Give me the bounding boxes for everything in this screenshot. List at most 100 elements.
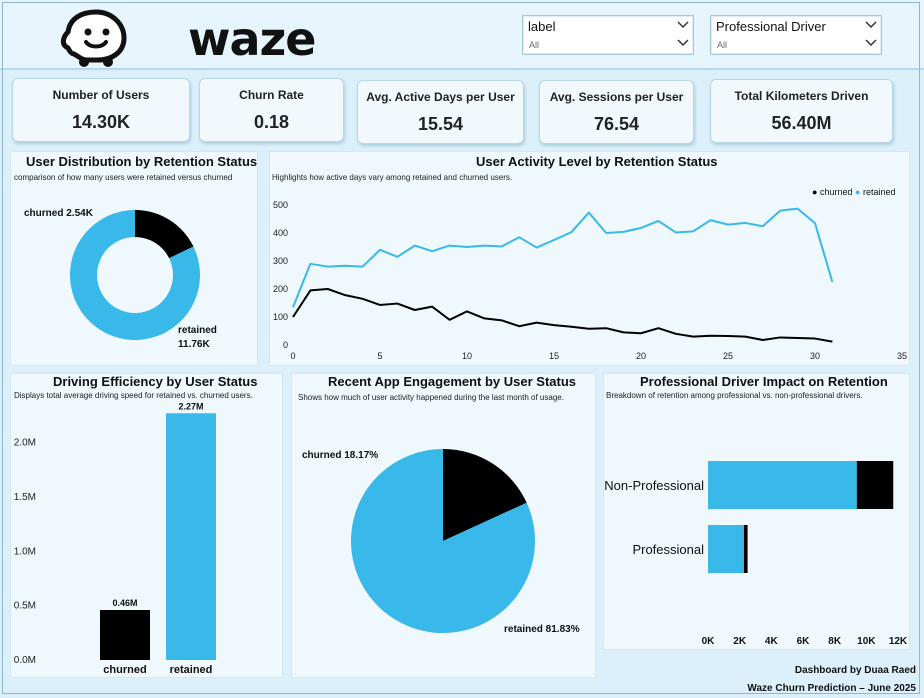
user-activity-panel (269, 151, 910, 366)
professional-driver-slicer[interactable]: Professional Driver All (710, 15, 882, 55)
label-slicer[interactable]: label All (522, 15, 694, 55)
y-tick-label: 1.0M (14, 546, 36, 557)
kpi-value: 56.40M (771, 113, 832, 133)
x-tick-label: 30 (810, 351, 820, 361)
kpi-title: Avg. Sessions per User (549, 90, 684, 104)
professional-slicer-label: Professional Driver (716, 19, 826, 34)
donut-label-churned: churned 2.54K (24, 208, 93, 219)
hbar-segment-retained (708, 525, 744, 573)
y-tick-label: 0.0M (14, 655, 36, 666)
professional-bar-chart: Non-Professional Professional 0K 2K 4K 6K 8K 10… (604, 461, 908, 647)
professional-subtitle: Breakdown of retention among professiona… (606, 391, 863, 400)
x-tick-label: 10K (857, 636, 876, 647)
x-tick-label: 35 (897, 351, 907, 361)
y-tick-label: 300 (273, 256, 288, 266)
x-tick-label: 12K (889, 636, 908, 647)
activity-legend: ● churned ● retained (812, 187, 895, 197)
y-tick-label: 100 (273, 312, 288, 322)
activity-subtitle: Highlights how active days vary among re… (272, 173, 513, 182)
series-line-retained (292, 207, 834, 308)
kpi-title: Number of Users (52, 88, 150, 102)
footer-author: Dashboard by Duaa Raed (794, 665, 916, 676)
y-category-label: Professional (632, 542, 704, 557)
kpi-card-total-km: Total Kilometers Driven 56.40M (710, 79, 893, 143)
kpi-value: 76.54 (593, 114, 640, 134)
donut-slice-retained (70, 210, 201, 340)
legend-dot-churned: ● (812, 187, 818, 197)
chevron-down-icon[interactable] (865, 20, 877, 30)
professional-title: Professional Driver Impact on Retention (640, 374, 888, 389)
header-divider (0, 68, 924, 70)
y-category-label: Non-Professional (604, 478, 704, 493)
y-tick-label: 400 (273, 228, 288, 238)
y-tick-label: 0 (283, 340, 288, 350)
y-tick-label: 2.0M (14, 438, 36, 449)
x-tick-label: 25 (723, 351, 733, 361)
waze-logo: waze (60, 8, 317, 68)
engagement-pie-chart (351, 449, 535, 633)
kpi-card-number-of-users: Number of Users 14.30K (12, 78, 190, 142)
series-line-churned (292, 288, 833, 343)
chevron-down-icon[interactable] (865, 38, 877, 48)
x-category-label: churned (103, 664, 146, 676)
donut-slice-churned (135, 210, 194, 259)
label-slicer-label: label (528, 19, 556, 34)
kpi-title: Total Kilometers Driven (734, 89, 869, 103)
pie-label-churned: churned 18.17% (302, 450, 379, 461)
x-tick-label: 4K (765, 636, 779, 647)
legend-label-retained: retained (862, 187, 896, 197)
x-tick-label: 8K (828, 636, 842, 647)
x-tick-label: 0 (290, 351, 295, 361)
distribution-subtitle: comparison of how many users were retain… (14, 173, 233, 182)
hbar-segment-churned (743, 525, 748, 573)
activity-title: User Activity Level by Retention Status (476, 154, 718, 169)
distribution-title: User Distribution by Retention Status (26, 154, 258, 169)
x-tick-label: 15 (549, 351, 559, 361)
y-tick-label: 500 (273, 200, 288, 210)
x-category-label: retained (170, 664, 213, 676)
waze-face-icon (60, 9, 127, 67)
kpi-card-avg-sessions: Avg. Sessions per User 76.54 (539, 80, 694, 144)
x-tick-label: 6K (797, 636, 811, 647)
efficiency-title: Driving Efficiency by User Status (53, 374, 258, 389)
pie-label-retained: retained 81.83% (504, 624, 580, 635)
kpi-card-churn-rate: Churn Rate 0.18 (199, 78, 344, 142)
y-tick-label: 0.5M (14, 601, 36, 612)
legend-label-churned: churned (819, 187, 853, 197)
kpi-value: 14.30K (71, 112, 131, 132)
x-tick-label: 20 (636, 351, 646, 361)
pie-slice-retained (351, 449, 535, 633)
bar-churned (100, 610, 150, 660)
professional-slicer-value: All (717, 40, 728, 50)
engagement-title: Recent App Engagement by User Status (328, 374, 577, 389)
efficiency-bar-chart: 0.0M 0.5M 1.0M 1.5M 2.0M 0.46M churned 2.27M ret… (14, 401, 216, 676)
professional-impact-panel (603, 373, 910, 650)
legend-dot-retained: ● (855, 187, 861, 197)
x-tick-label: 5 (377, 351, 382, 361)
chevron-down-icon[interactable] (677, 38, 689, 48)
kpi-value: 0.18 (253, 112, 290, 132)
hbar-segment-churned (856, 461, 894, 509)
bar-data-label: 0.46M (112, 598, 137, 608)
hbar-segment-retained (708, 461, 857, 509)
activity-line-chart: 0 100 200 300 400 500 0 5 10 15 20 25 30 35 (273, 200, 907, 361)
kpi-title: Churn Rate (239, 88, 304, 102)
kpi-card-avg-active-days: Avg. Active Days per User 15.54 (357, 80, 524, 144)
bar-data-label: 2.27M (178, 401, 203, 411)
efficiency-subtitle: Displays total average driving speed for… (14, 391, 253, 400)
x-tick-label: 0K (702, 636, 716, 647)
chevron-down-icon[interactable] (677, 20, 689, 30)
bar-retained (166, 413, 216, 660)
donut-label-retained-value: 11.76K (178, 339, 210, 350)
logo-wordmark: waze (188, 12, 317, 66)
kpi-title: Avg. Active Days per User (366, 90, 515, 104)
donut-label-retained: retained (178, 325, 217, 336)
y-tick-label: 1.5M (14, 492, 36, 503)
footer-project: Waze Churn Prediction – June 2025 (747, 683, 916, 694)
y-tick-label: 200 (273, 284, 288, 294)
pie-slice-churned (443, 449, 527, 541)
label-slicer-value: All (529, 40, 540, 50)
donut-chart (70, 210, 201, 340)
x-tick-label: 2K (733, 636, 747, 647)
